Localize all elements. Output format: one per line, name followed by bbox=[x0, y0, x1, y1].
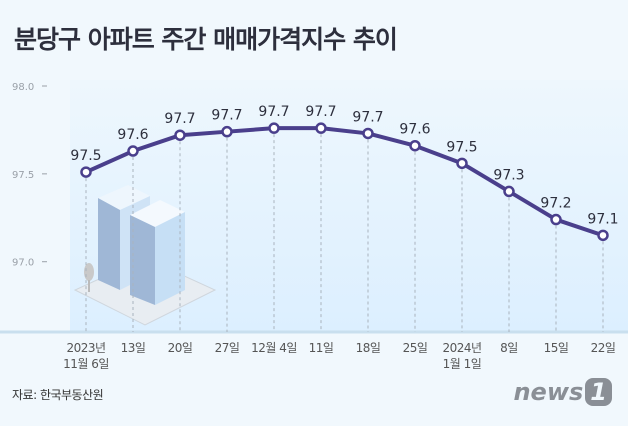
series-line bbox=[85, 126, 604, 238]
x-tick-label: 25일 bbox=[403, 341, 428, 355]
data-point bbox=[456, 157, 468, 170]
data-point bbox=[127, 145, 139, 157]
data-point bbox=[80, 166, 92, 178]
data-label: 97.6 bbox=[399, 122, 430, 138]
news1-logo: news 1 bbox=[513, 378, 612, 406]
chart-title: 분당구 아파트 주간 매매가격지수 추이 bbox=[14, 25, 398, 54]
x-tick-label: 18일 bbox=[356, 341, 381, 355]
x-tick-label: 8일 bbox=[500, 341, 518, 355]
data-label: 97.6 bbox=[117, 127, 148, 143]
data-point bbox=[409, 139, 421, 152]
source-note: 자료: 한국부동산원 bbox=[12, 388, 104, 402]
data-label: 97.1 bbox=[587, 211, 618, 227]
data-point bbox=[597, 229, 609, 242]
data-label: 97.7 bbox=[258, 104, 289, 120]
x-tick-label: 15일 bbox=[544, 341, 569, 355]
y-tick-label: 98.0 bbox=[12, 82, 34, 93]
data-point bbox=[503, 185, 515, 198]
x-tick-label: 20일 bbox=[168, 341, 193, 355]
x-tick-label: 2023년 11월 6일 bbox=[63, 341, 109, 371]
data-point bbox=[315, 122, 327, 134]
data-label: 97.7 bbox=[164, 111, 195, 127]
data-label: 97.5 bbox=[70, 148, 101, 164]
data-label: 97.2 bbox=[540, 196, 571, 212]
x-tick-label: 27일 bbox=[215, 341, 240, 355]
data-point bbox=[550, 213, 562, 226]
data-label: 97.7 bbox=[211, 108, 242, 124]
data-point bbox=[268, 122, 280, 134]
x-tick-label: 11일 bbox=[309, 341, 334, 355]
data-point bbox=[362, 127, 374, 140]
x-tick-label: 13일 bbox=[121, 341, 146, 355]
buildings-illustration bbox=[73, 185, 217, 326]
x-tick-label: 2024년 1월 1일 bbox=[442, 341, 481, 371]
y-tick-label: 97.0 bbox=[12, 258, 34, 269]
data-label: 97.7 bbox=[352, 109, 383, 125]
data-label: 97.3 bbox=[493, 167, 524, 183]
data-label: 97.5 bbox=[446, 139, 477, 155]
x-tick-label: 12월 4일 bbox=[251, 341, 297, 355]
data-point bbox=[221, 125, 233, 138]
y-tick-label: 97.5 bbox=[12, 170, 34, 181]
data-point bbox=[174, 129, 186, 141]
data-label: 97.7 bbox=[305, 104, 336, 120]
x-tick-label: 22일 bbox=[591, 341, 616, 355]
